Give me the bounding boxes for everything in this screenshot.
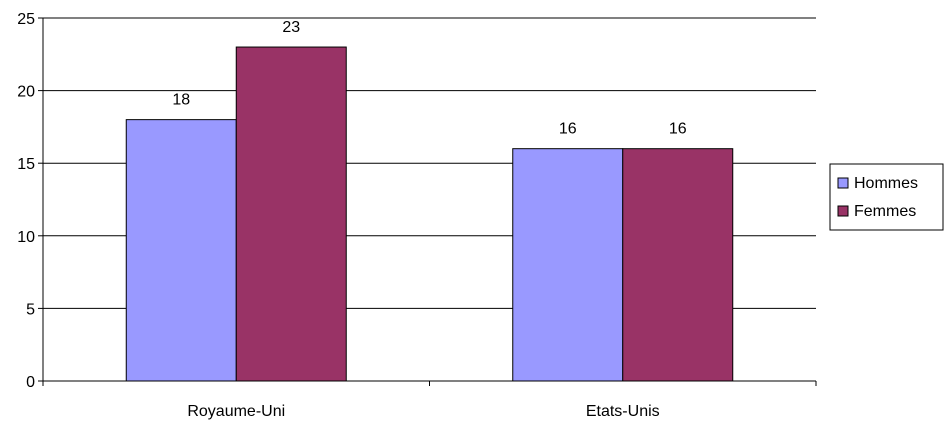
y-tick-label: 5 — [26, 301, 35, 318]
y-tick-label: 20 — [17, 84, 35, 101]
legend-box — [829, 163, 944, 231]
data-label: 16 — [559, 121, 577, 138]
legend-swatch-femmes — [837, 205, 849, 217]
x-category-label: Royaume-Uni — [187, 403, 285, 420]
data-label: 23 — [282, 19, 300, 36]
y-tick-label: 10 — [17, 229, 35, 246]
data-label: 18 — [172, 92, 190, 109]
bar-femmes — [235, 46, 347, 382]
y-tick-label: 0 — [26, 374, 35, 391]
x-category-label: Etats-Unis — [586, 403, 660, 420]
legend-swatch-hommes — [837, 177, 849, 189]
y-tick-label: 25 — [17, 11, 35, 28]
legend-label: Hommes — [854, 175, 918, 192]
data-label: 16 — [669, 121, 687, 138]
bar-hommes — [512, 148, 624, 382]
legend-label: Femmes — [854, 203, 916, 220]
y-tick-label: 15 — [17, 156, 35, 173]
bar-hommes — [125, 119, 237, 382]
bar-femmes — [622, 148, 734, 382]
